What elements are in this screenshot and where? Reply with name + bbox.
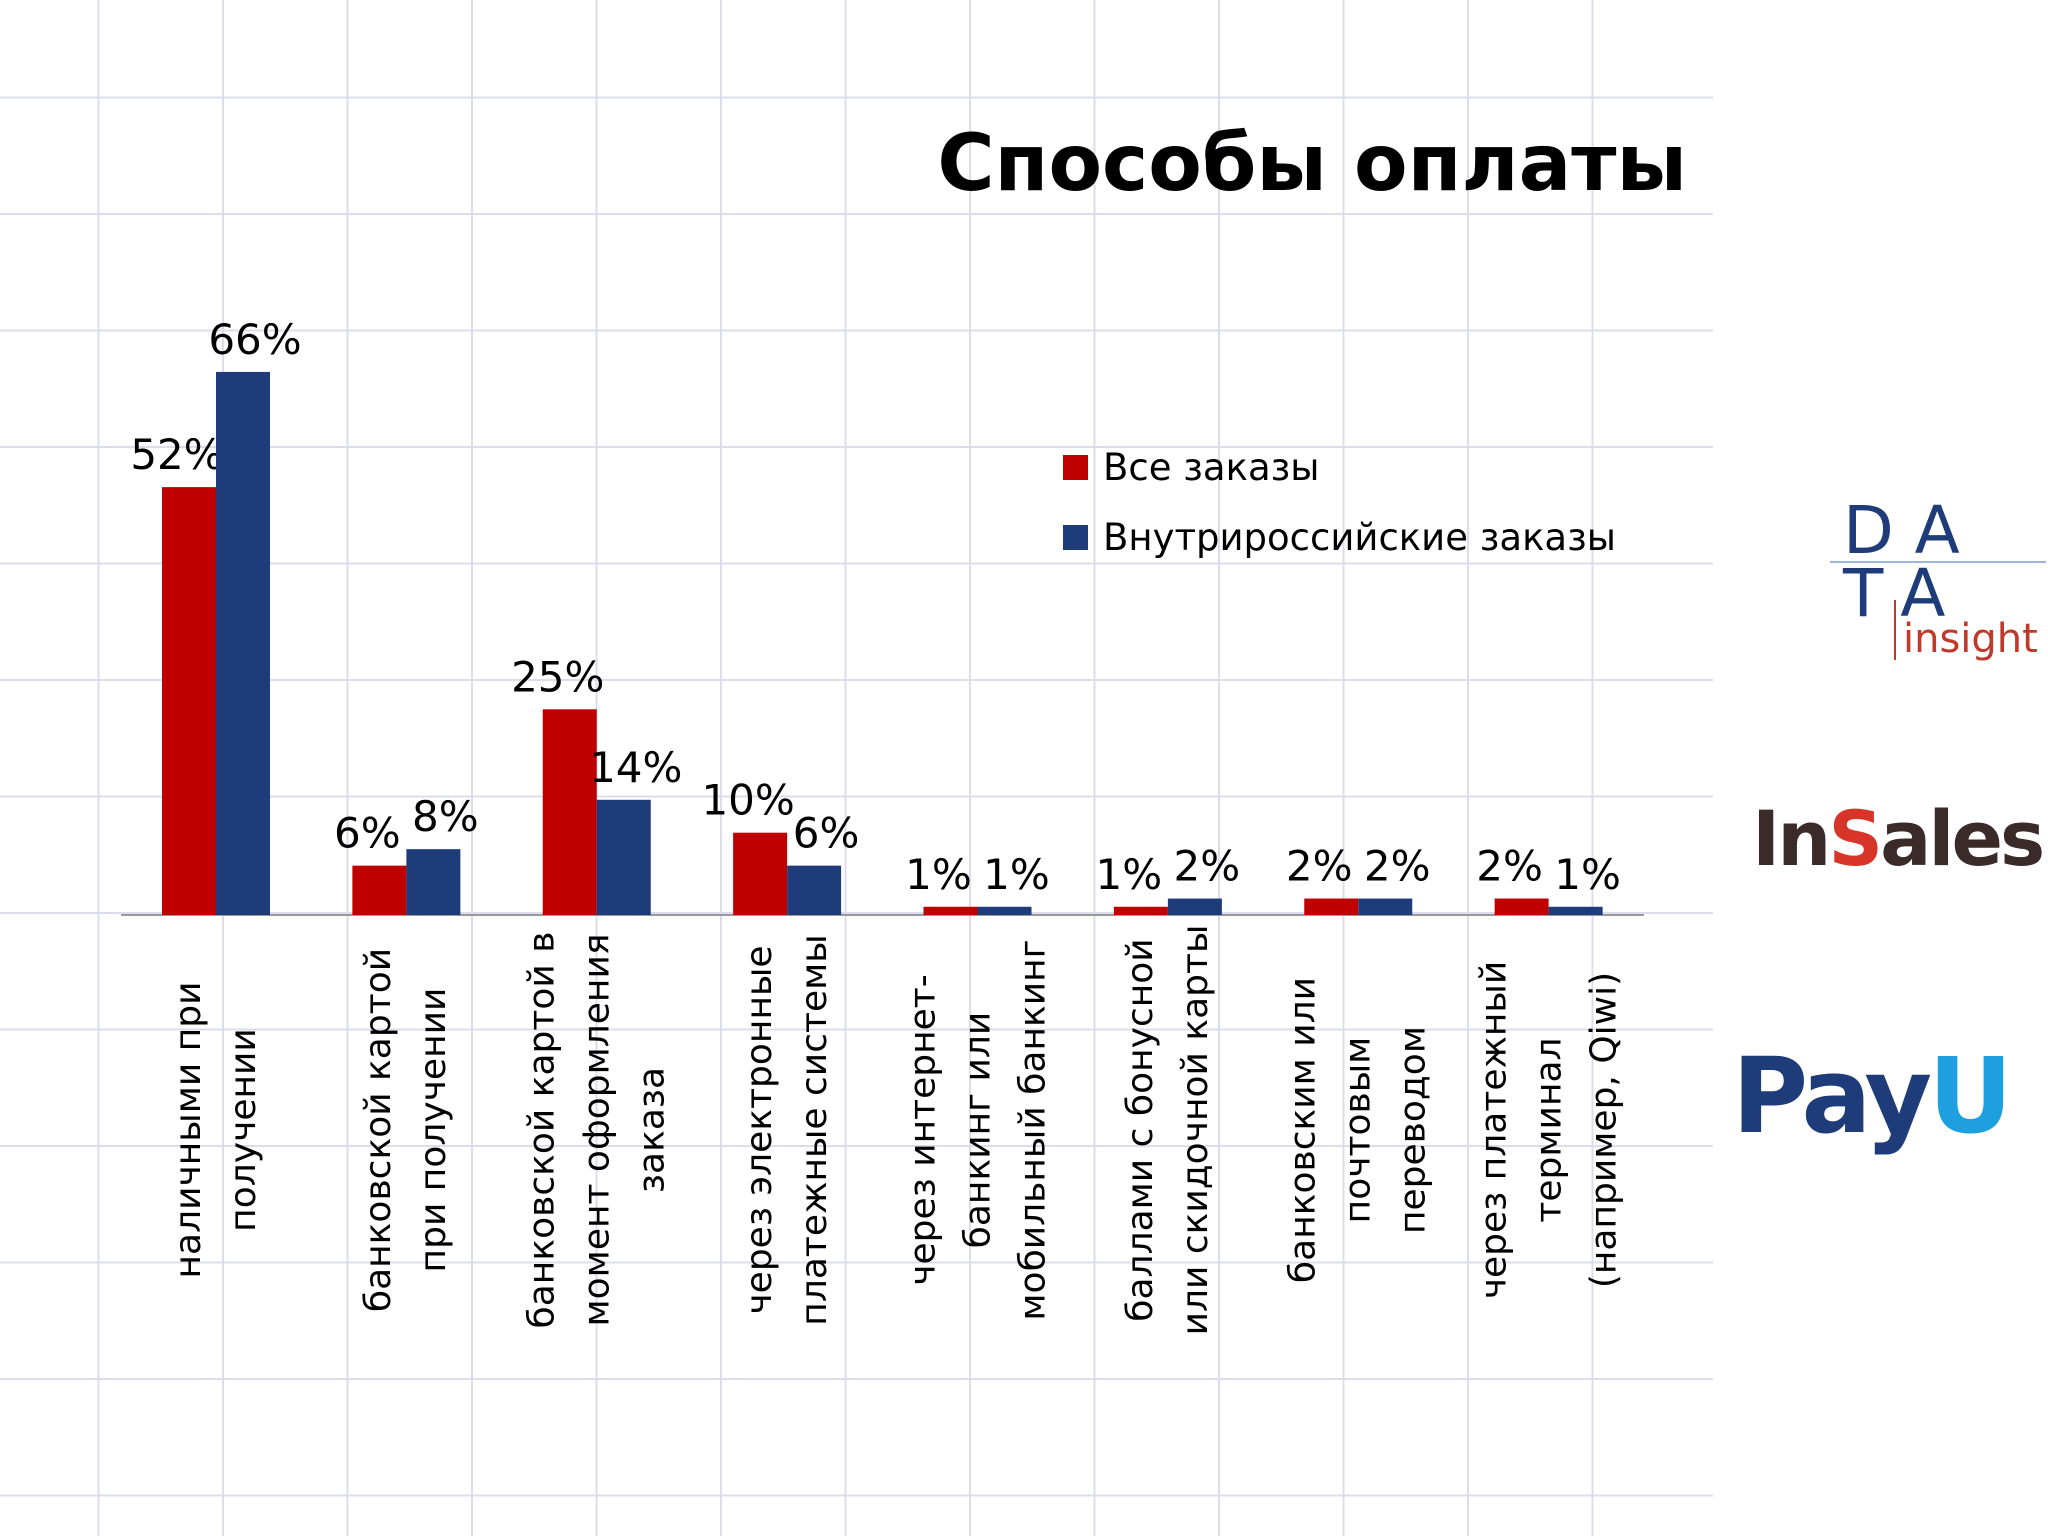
logo-insight: insight	[1903, 616, 2038, 662]
logo-part: S	[1828, 794, 1880, 883]
bar	[733, 832, 788, 915]
bar	[216, 371, 270, 915]
logo-part: ales	[1880, 794, 2042, 883]
chart-title: Способы оплаты	[937, 119, 1687, 209]
bar	[923, 906, 978, 915]
logo-payu: PayU	[1732, 1035, 2009, 1157]
legend-label: Внутрироссийские заказы	[1103, 516, 1616, 559]
logo-data-line: TA	[1842, 555, 1967, 632]
x-tick-label: баллами с бонусной или скидочной карты	[1119, 924, 1216, 1336]
data-label: 2%	[1174, 842, 1241, 891]
legend-swatch	[1063, 525, 1088, 550]
background-grid	[0, 0, 1713, 1536]
logo-part: Pay	[1732, 1035, 1930, 1157]
bar	[596, 799, 651, 915]
x-tick-label: через электронные платежные системы	[739, 934, 836, 1326]
x-tick-label: через платежный терминал (например, Qiwi…	[1473, 960, 1625, 1300]
data-label: 2%	[1364, 842, 1431, 891]
x-tick-label: банковской картой в момент оформления за…	[521, 931, 673, 1329]
data-label: 6%	[793, 809, 860, 858]
data-label: 8%	[412, 792, 479, 841]
logo-part: In	[1752, 794, 1828, 883]
bar	[162, 487, 216, 915]
bar	[1358, 898, 1413, 915]
bar	[977, 906, 1032, 915]
logo-data-line: DA	[1843, 492, 1982, 569]
bar	[1548, 906, 1603, 915]
bar	[1494, 898, 1549, 915]
data-label: 1%	[1096, 850, 1163, 899]
legend-swatch	[1063, 455, 1088, 480]
bar	[787, 865, 842, 915]
legend-label: Все заказы	[1103, 446, 1320, 489]
bar	[542, 709, 597, 915]
bar	[1304, 898, 1359, 915]
data-label: 10%	[701, 776, 794, 825]
bar	[1167, 898, 1222, 915]
logo-part: U	[1928, 1035, 2008, 1157]
bar	[406, 849, 461, 915]
bar	[352, 865, 407, 915]
x-tick-label: банковским или почтовым переводом	[1282, 976, 1434, 1284]
data-label: 14%	[589, 743, 682, 792]
data-label: 1%	[983, 850, 1050, 899]
bar	[1113, 906, 1168, 915]
data-label: 2%	[1286, 842, 1353, 891]
logo-insales: InSales	[1752, 794, 2042, 883]
data-label: 6%	[334, 809, 401, 858]
data-label: 52%	[130, 430, 223, 479]
data-label: 1%	[1554, 850, 1621, 899]
x-tick-label: через интернет- банкинг или мобильный ба…	[902, 939, 1053, 1321]
data-label: 66%	[208, 315, 301, 364]
data-label: 1%	[905, 850, 972, 899]
x-tick-label: банковской картой при получении	[358, 947, 455, 1313]
x-tick-label: наличными при получении	[168, 981, 264, 1279]
data-label: 2%	[1476, 842, 1543, 891]
data-label: 25%	[511, 652, 604, 701]
